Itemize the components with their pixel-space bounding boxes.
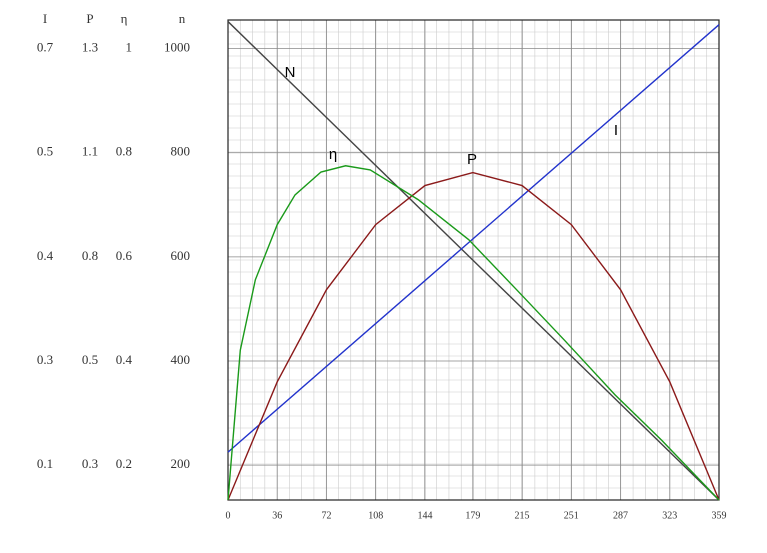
x-tick-label: 215 (515, 510, 530, 521)
y-tick-label: 0.8 (116, 144, 132, 159)
line-series (227, 21, 720, 501)
y-tick-label: 0.5 (82, 352, 98, 367)
series-label: η (329, 146, 337, 163)
y-tick-label: 0.2 (116, 456, 132, 471)
y-tick-label: 0.4 (37, 248, 54, 263)
series-label: P (467, 151, 477, 168)
y-tick-label: 0.4 (116, 352, 133, 367)
line-series (227, 171, 720, 501)
x-tick-label: 287 (613, 510, 628, 521)
y-tick-label: 1.1 (82, 144, 98, 159)
y-tick-label: 0.3 (37, 352, 53, 367)
line-series (227, 165, 720, 501)
plot-frame (227, 19, 720, 501)
x-tick-label: 36 (272, 510, 282, 521)
x-tick-label: 179 (465, 510, 480, 521)
y-axis-title: n (179, 11, 186, 26)
y-axis-title: I (43, 11, 47, 26)
y-tick-label: 200 (171, 456, 191, 471)
x-tick-label: 144 (417, 510, 432, 521)
y-tick-label: 600 (171, 248, 191, 263)
x-tick-label: 323 (662, 510, 677, 521)
x-tick-label: 72 (321, 510, 331, 521)
y-tick-label: 0.7 (37, 40, 54, 55)
y-tick-label: 0.1 (37, 456, 53, 471)
y-tick-label: 0.8 (82, 248, 98, 263)
y-tick-label: 1000 (164, 40, 190, 55)
x-tick-label: 108 (368, 510, 383, 521)
y-axis-title: η (121, 11, 128, 26)
series-label: I (614, 122, 618, 139)
y-tick-label: 800 (171, 144, 191, 159)
y-tick-label: 1 (126, 40, 133, 55)
y-tick-label: 0.6 (116, 248, 133, 263)
x-tick-label: 251 (564, 510, 579, 521)
x-tick-label: 0 (226, 510, 231, 521)
y-tick-label: 0.5 (37, 144, 53, 159)
series-label: N (285, 64, 296, 81)
y-axis-title: P (86, 11, 93, 26)
minor-grid (227, 19, 720, 501)
x-tick-label: 359 (712, 510, 727, 521)
y-tick-label: 0.3 (82, 456, 98, 471)
line-series (227, 24, 720, 453)
y-tick-label: 400 (171, 352, 191, 367)
y-tick-label: 1.3 (82, 40, 98, 55)
